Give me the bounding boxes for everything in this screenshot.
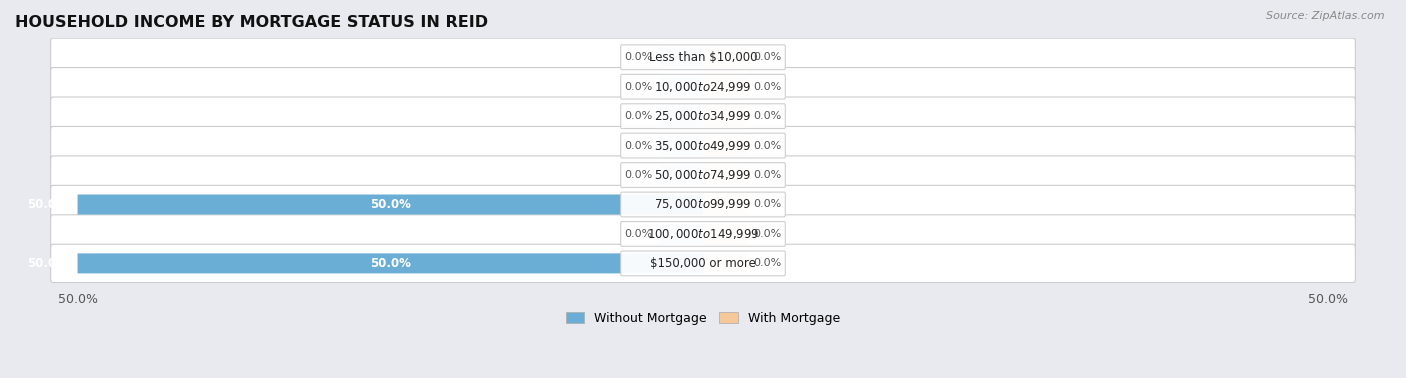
FancyBboxPatch shape [620, 192, 786, 217]
Text: $100,000 to $149,999: $100,000 to $149,999 [647, 227, 759, 241]
Text: 0.0%: 0.0% [754, 141, 782, 150]
FancyBboxPatch shape [620, 163, 786, 187]
Text: 50.0%: 50.0% [27, 257, 67, 270]
FancyBboxPatch shape [703, 165, 747, 185]
Text: 0.0%: 0.0% [624, 52, 652, 62]
Text: Less than $10,000: Less than $10,000 [648, 51, 758, 64]
FancyBboxPatch shape [51, 215, 1355, 253]
Legend: Without Mortgage, With Mortgage: Without Mortgage, With Mortgage [561, 307, 845, 330]
Text: 0.0%: 0.0% [624, 111, 652, 121]
Text: 0.0%: 0.0% [754, 111, 782, 121]
FancyBboxPatch shape [703, 106, 747, 126]
Text: HOUSEHOLD INCOME BY MORTGAGE STATUS IN REID: HOUSEHOLD INCOME BY MORTGAGE STATUS IN R… [15, 15, 488, 30]
FancyBboxPatch shape [703, 136, 747, 156]
FancyBboxPatch shape [620, 74, 786, 99]
FancyBboxPatch shape [703, 224, 747, 244]
Text: 0.0%: 0.0% [624, 82, 652, 92]
Text: 0.0%: 0.0% [754, 52, 782, 62]
Text: Source: ZipAtlas.com: Source: ZipAtlas.com [1267, 11, 1385, 21]
FancyBboxPatch shape [620, 133, 786, 158]
Text: 0.0%: 0.0% [624, 229, 652, 239]
FancyBboxPatch shape [620, 251, 786, 276]
Text: 50.0%: 50.0% [370, 257, 411, 270]
Text: 0.0%: 0.0% [754, 82, 782, 92]
Text: 0.0%: 0.0% [624, 141, 652, 150]
Text: $50,000 to $74,999: $50,000 to $74,999 [654, 168, 752, 182]
Text: 0.0%: 0.0% [754, 259, 782, 268]
FancyBboxPatch shape [659, 77, 703, 97]
FancyBboxPatch shape [659, 106, 703, 126]
Text: $75,000 to $99,999: $75,000 to $99,999 [654, 197, 752, 212]
FancyBboxPatch shape [620, 104, 786, 129]
FancyBboxPatch shape [51, 97, 1355, 135]
FancyBboxPatch shape [77, 253, 703, 273]
Text: $35,000 to $49,999: $35,000 to $49,999 [654, 139, 752, 153]
FancyBboxPatch shape [51, 156, 1355, 194]
FancyBboxPatch shape [703, 47, 747, 67]
FancyBboxPatch shape [703, 195, 747, 214]
FancyBboxPatch shape [51, 244, 1355, 282]
Text: $25,000 to $34,999: $25,000 to $34,999 [654, 109, 752, 123]
FancyBboxPatch shape [659, 224, 703, 244]
FancyBboxPatch shape [51, 185, 1355, 224]
FancyBboxPatch shape [703, 77, 747, 97]
Text: 0.0%: 0.0% [754, 200, 782, 209]
Text: 0.0%: 0.0% [754, 229, 782, 239]
FancyBboxPatch shape [703, 253, 747, 273]
FancyBboxPatch shape [620, 222, 786, 246]
FancyBboxPatch shape [659, 47, 703, 67]
Text: 50.0%: 50.0% [370, 198, 411, 211]
FancyBboxPatch shape [51, 68, 1355, 106]
FancyBboxPatch shape [51, 38, 1355, 76]
Text: 0.0%: 0.0% [754, 170, 782, 180]
Text: $150,000 or more: $150,000 or more [650, 257, 756, 270]
FancyBboxPatch shape [659, 136, 703, 156]
FancyBboxPatch shape [659, 165, 703, 185]
FancyBboxPatch shape [620, 45, 786, 70]
FancyBboxPatch shape [77, 195, 703, 214]
Text: $10,000 to $24,999: $10,000 to $24,999 [654, 80, 752, 94]
Text: 50.0%: 50.0% [27, 198, 67, 211]
Text: 0.0%: 0.0% [624, 170, 652, 180]
FancyBboxPatch shape [51, 127, 1355, 165]
